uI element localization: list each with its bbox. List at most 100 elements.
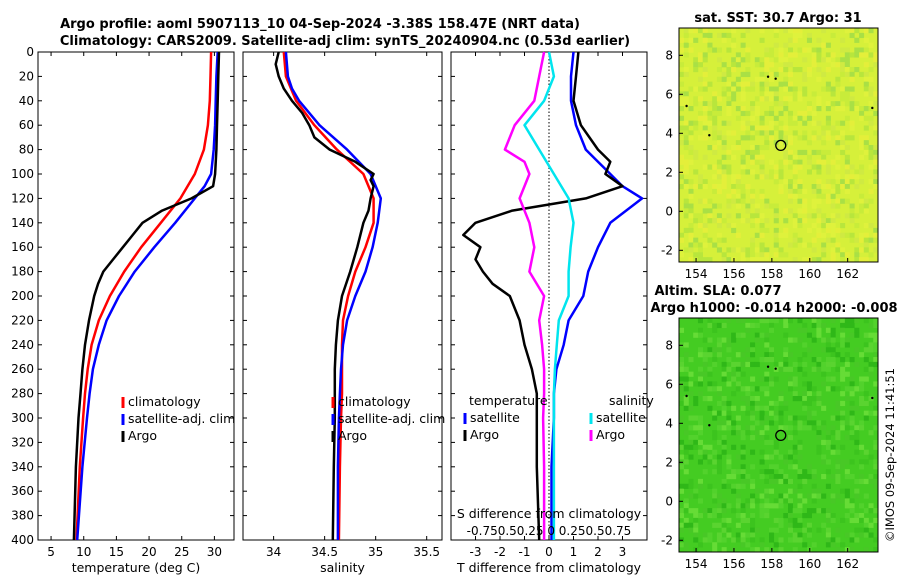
sla_map-cell [806, 386, 812, 392]
sst_map-cell [721, 218, 727, 224]
sla_map-cell [863, 478, 869, 485]
sst_map-cell [735, 232, 741, 238]
sla_map-cell [821, 347, 827, 353]
sst_map-cell [740, 169, 746, 175]
sst_map-cell [854, 169, 860, 175]
sst_map-cell [773, 96, 779, 102]
sla_map-cell [735, 430, 741, 436]
sla_map-cell [849, 410, 855, 416]
sla_map-cell [688, 439, 694, 446]
sst_map-cell [859, 32, 865, 39]
sla_map-cell [721, 508, 727, 514]
sla_map-cell [773, 474, 779, 480]
sst_map-cell [825, 106, 831, 112]
sla_map-cell [844, 474, 850, 480]
sla_map-cell [830, 376, 836, 382]
sst_map-cell [726, 86, 732, 92]
sst_map-cell [716, 130, 722, 136]
sst_map-cell [726, 130, 732, 136]
sst_map-cell [773, 115, 779, 121]
sst_map-cell [806, 37, 812, 43]
sla_map-cell [773, 376, 779, 382]
sst_map-cell [688, 179, 694, 185]
sst_map-cell [859, 47, 865, 53]
difference-series-3 [503, 51, 546, 540]
sst_map-cell [859, 140, 865, 146]
sla_map-cell [873, 537, 879, 543]
sst_map-cell [745, 86, 751, 92]
sla_map-cell [873, 474, 879, 480]
sst_map-cell [830, 52, 836, 58]
sla_map-cell [697, 420, 703, 426]
sla_map-cell [707, 454, 713, 460]
sst_map-cell [811, 247, 817, 253]
sla_map-cell [759, 513, 765, 519]
sst_map-cell [679, 115, 685, 121]
sst_map-cell [816, 257, 822, 263]
sst_map-cell [712, 218, 718, 224]
sla_map-cell [764, 318, 770, 324]
sst_map-cell [859, 193, 865, 199]
sst_map-cell [745, 149, 751, 156]
sla_map-cell [759, 542, 765, 548]
sst_map-cell [759, 145, 765, 151]
sla_map-cell [683, 547, 689, 553]
sla_map-cell [773, 542, 779, 548]
sla_map-cell [806, 464, 812, 470]
sla_map-cell [769, 478, 775, 485]
sst_map-cell [773, 174, 779, 180]
sst_map-cell [750, 188, 756, 195]
sla_map-cell [750, 361, 756, 368]
sla_map-cell [745, 386, 751, 392]
sst_map-cell [811, 91, 817, 97]
sla_map-cell [783, 361, 789, 368]
sla_map-cell [683, 400, 689, 407]
sla_map-cell [859, 513, 865, 519]
sla_map-cell [816, 508, 822, 514]
sst_map-cell [844, 188, 850, 195]
sst_map-cell [683, 101, 689, 107]
sla_map-cell [821, 420, 827, 426]
sla_map-cell [859, 381, 865, 387]
sla_map-cell [726, 532, 732, 538]
sla_map-cell [873, 318, 879, 324]
sla_map-cell [816, 493, 822, 499]
sla_map-cell [679, 415, 685, 421]
sst_map-cell [844, 184, 850, 190]
sla_map-cell [825, 444, 831, 450]
sst_map-cell [830, 252, 836, 258]
sla_map-cell [825, 537, 831, 543]
sla_map-cell [868, 366, 874, 372]
sst_map-cell [759, 164, 765, 170]
sst_map-cell [868, 164, 874, 170]
sst_map-cell [830, 218, 836, 224]
sst_map-cell [835, 227, 841, 234]
sla_map-cell [844, 513, 850, 519]
sla_map-cell [787, 318, 794, 324]
sst_map-cell [688, 159, 694, 165]
sla_map-cell [802, 469, 808, 475]
sla_map-cell [679, 376, 685, 382]
sla_map-cell [863, 493, 869, 499]
sla_map-cell [735, 332, 741, 338]
sla_map-cell [825, 337, 831, 343]
sst_map-cell [745, 169, 751, 175]
sla_map-cell [769, 318, 775, 324]
sla_map-cell [773, 527, 779, 533]
sla_map-cell [721, 527, 727, 533]
sst_map-cell [821, 232, 827, 238]
temperature-ytick-label: 20 [19, 69, 34, 83]
sst_map-cell [750, 213, 756, 219]
sla_map-cell [750, 527, 756, 533]
sst_map-cell [783, 81, 789, 87]
sst_map-cell [773, 28, 779, 34]
sst_map-cell [716, 237, 722, 243]
sst_map-cell [693, 252, 699, 258]
sst_map-ytick-label: -2 [661, 243, 673, 257]
sla_map-cell [726, 357, 732, 363]
sla_map-cell [863, 547, 869, 553]
sla_map-cell [712, 522, 718, 528]
sst_map-cell [745, 184, 751, 190]
sst_map-cell [764, 227, 770, 234]
sla_map-cell [792, 449, 798, 455]
